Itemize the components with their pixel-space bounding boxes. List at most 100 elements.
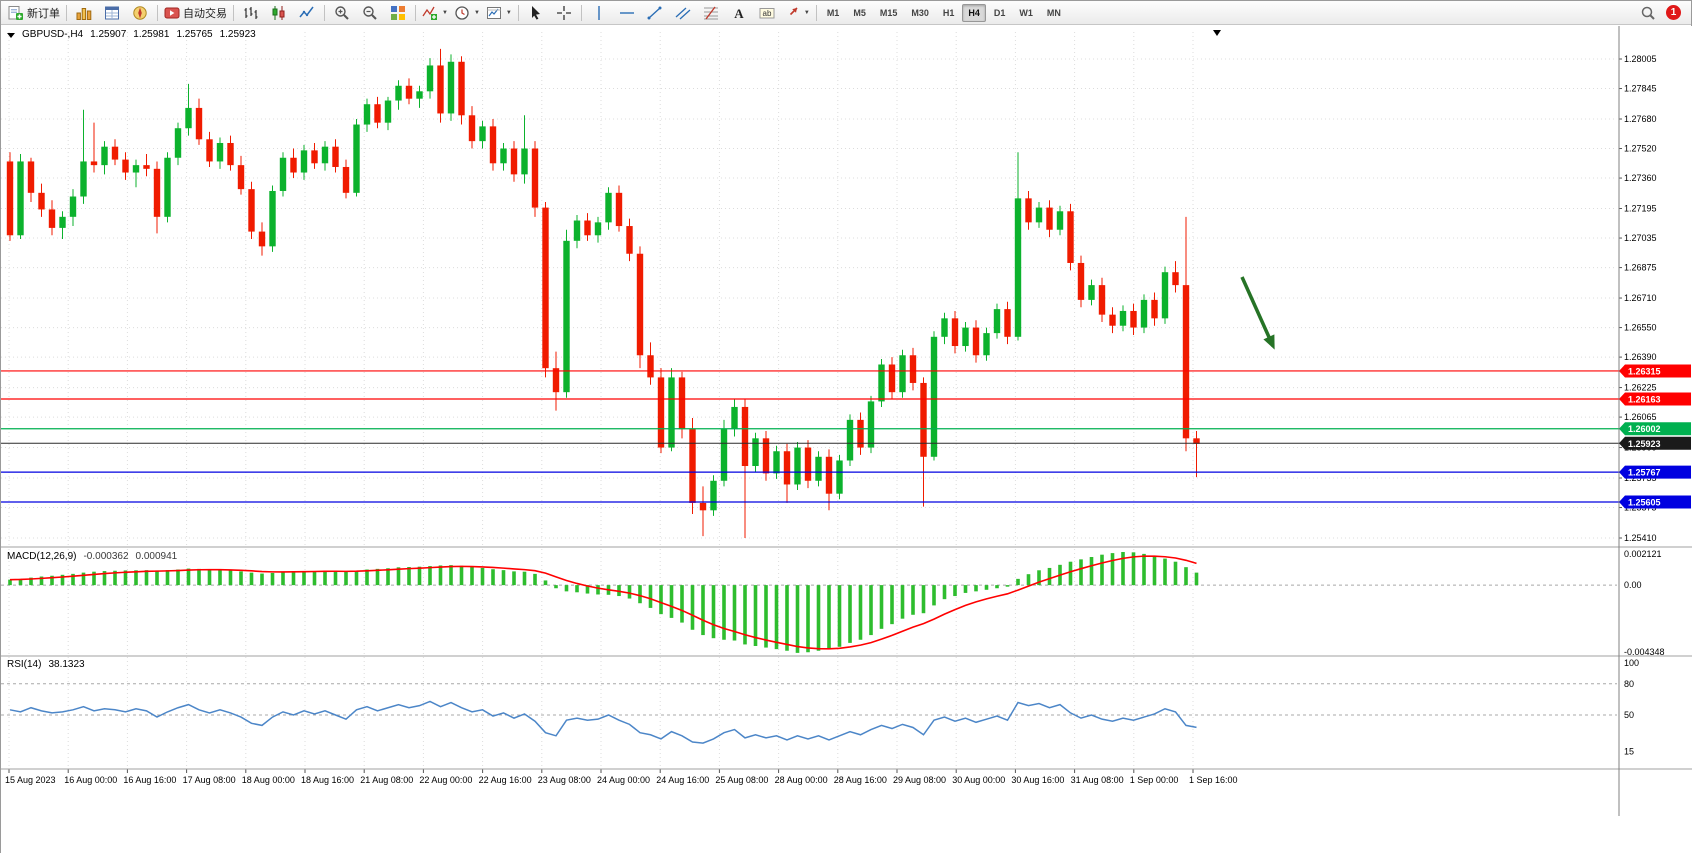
svg-text:15 Aug 2023: 15 Aug 2023 <box>5 775 56 785</box>
svg-text:28 Aug 16:00: 28 Aug 16:00 <box>834 775 887 785</box>
templates-button[interactable]: ▼ <box>483 2 515 24</box>
svg-text:1.26875: 1.26875 <box>1624 263 1657 273</box>
navigator-icon <box>132 5 148 21</box>
svg-text:1.28005: 1.28005 <box>1624 54 1657 64</box>
navigator-button[interactable] <box>126 2 154 24</box>
svg-text:22 Aug 00:00: 22 Aug 00:00 <box>419 775 472 785</box>
text-label-button[interactable]: ab <box>753 2 781 24</box>
timeframe-mn-button[interactable]: MN <box>1046 7 1061 18</box>
svg-text:16 Aug 00:00: 16 Aug 00:00 <box>64 775 117 785</box>
equidistant-channel-button[interactable] <box>669 2 697 24</box>
svg-text:1.25923: 1.25923 <box>1628 439 1661 449</box>
svg-text:31 Aug 08:00: 31 Aug 08:00 <box>1071 775 1124 785</box>
timeframe-w1-button[interactable]: W1 <box>1019 7 1033 18</box>
crosshair-button[interactable] <box>550 2 578 24</box>
fibonacci-button[interactable] <box>697 2 725 24</box>
auto-trading-button-label: 自动交易 <box>183 7 227 20</box>
horizontal-line-button[interactable] <box>613 2 641 24</box>
templates-icon <box>486 5 502 21</box>
vline-icon <box>591 5 607 21</box>
svg-text:1.25767: 1.25767 <box>1628 468 1661 478</box>
chevron-down-icon: ▼ <box>803 9 810 16</box>
auto-trading-button[interactable]: 自动交易 <box>161 2 230 24</box>
cursor-icon <box>528 5 544 21</box>
timeframe-h1-button[interactable]: H1 <box>942 7 955 18</box>
price-chart-canvas[interactable]: 1.28005 1.27845 1.27680 1.27520 1.27360 1.271… <box>1 26 1692 853</box>
arrows-button[interactable]: ▼ <box>781 2 813 24</box>
cursor-button[interactable] <box>522 2 550 24</box>
svg-text:29 Aug 08:00: 29 Aug 08:00 <box>893 775 946 785</box>
svg-text:-0.004348: -0.004348 <box>1624 647 1665 657</box>
svg-text:23 Aug 08:00: 23 Aug 08:00 <box>538 775 591 785</box>
toolbar-separator <box>233 4 234 21</box>
price-tag-1.25767: 1.25767 <box>1619 465 1691 479</box>
hline-icon <box>619 5 635 21</box>
timeframe-d1-button[interactable]: D1 <box>993 7 1006 18</box>
new-order-button[interactable]: 新订单 <box>5 2 63 24</box>
candlestick-chart-button[interactable] <box>265 2 293 24</box>
chart-window[interactable]: 1.28005 1.27845 1.27680 1.27520 1.27360 1.271… <box>1 26 1692 853</box>
market-watch-icon <box>76 5 92 21</box>
data-window-button[interactable] <box>98 2 126 24</box>
arrows-tool-icon <box>784 5 800 21</box>
price-tag-1.26163: 1.26163 <box>1619 392 1691 406</box>
trendline-icon <box>647 5 663 21</box>
timeframe-bar: M1 M5 M15 M30 H1 H4 D1 W1 MN <box>820 3 1068 22</box>
line-chart-button[interactable] <box>293 2 321 24</box>
svg-text:30 Aug 16:00: 30 Aug 16:00 <box>1011 775 1064 785</box>
svg-text:24 Aug 16:00: 24 Aug 16:00 <box>656 775 709 785</box>
svg-text:80: 80 <box>1624 679 1634 689</box>
svg-text:15: 15 <box>1624 746 1634 756</box>
bar-chart-button[interactable] <box>237 2 265 24</box>
toolbar-separator <box>517 4 519 21</box>
zoom-out-button[interactable] <box>356 2 384 24</box>
notification-badge[interactable]: 1 <box>1666 5 1681 20</box>
market-watch-button[interactable] <box>70 2 98 24</box>
annotation-arrow[interactable] <box>1240 276 1275 350</box>
toolbar-separator <box>815 4 817 21</box>
zoom-in-button[interactable] <box>328 2 356 24</box>
price-tag-1.26002: 1.26002 <box>1619 422 1691 436</box>
new-order-icon <box>8 5 24 21</box>
indicators-icon <box>422 5 438 21</box>
price-tag-1.26315: 1.26315 <box>1619 364 1691 378</box>
text-icon: A <box>731 5 747 21</box>
tile-windows-icon <box>390 5 406 21</box>
timeframe-h4-button[interactable]: H4 <box>962 3 986 22</box>
crosshair-icon <box>556 5 572 21</box>
svg-text:1.25605: 1.25605 <box>1628 498 1661 508</box>
search-button[interactable] <box>1634 2 1662 24</box>
svg-text:1.27035: 1.27035 <box>1624 233 1657 243</box>
trendline-button[interactable] <box>641 2 669 24</box>
svg-text:1 Sep 00:00: 1 Sep 00:00 <box>1130 775 1179 785</box>
indicators-button[interactable]: ▼ <box>419 2 451 24</box>
timeframe-m1-button[interactable]: M1 <box>826 7 840 18</box>
svg-text:1.27520: 1.27520 <box>1624 144 1657 154</box>
text-button[interactable]: A <box>725 2 753 24</box>
timeframe-m15-button[interactable]: M15 <box>879 7 898 18</box>
candle-chart-icon <box>271 5 287 21</box>
chart-shift-marker[interactable] <box>1213 30 1221 36</box>
vertical-line-button[interactable] <box>585 2 613 24</box>
data-window-icon <box>104 5 120 21</box>
toolbar-separator <box>415 4 416 21</box>
periods-button[interactable]: ▼ <box>451 2 483 24</box>
svg-text:1.26002: 1.26002 <box>1628 424 1661 434</box>
svg-text:1.27845: 1.27845 <box>1624 84 1657 94</box>
channel-icon <box>675 5 691 21</box>
timeframe-m30-button[interactable]: M30 <box>911 7 929 18</box>
svg-text:16 Aug 16:00: 16 Aug 16:00 <box>123 775 176 785</box>
svg-text:1.26065: 1.26065 <box>1624 412 1657 422</box>
svg-text:100: 100 <box>1624 658 1639 668</box>
timeframe-m5-button[interactable]: M5 <box>853 7 866 18</box>
svg-text:1.25410: 1.25410 <box>1624 533 1657 543</box>
svg-text:1.26550: 1.26550 <box>1624 323 1657 333</box>
bar-chart-icon <box>243 5 259 21</box>
tile-windows-button[interactable] <box>384 2 412 24</box>
svg-text:30 Aug 00:00: 30 Aug 00:00 <box>952 775 1005 785</box>
svg-text:22 Aug 16:00: 22 Aug 16:00 <box>479 775 532 785</box>
new-order-button-label: 新订单 <box>27 7 60 20</box>
svg-text:21 Aug 08:00: 21 Aug 08:00 <box>360 775 413 785</box>
fibonacci-icon <box>703 5 719 21</box>
